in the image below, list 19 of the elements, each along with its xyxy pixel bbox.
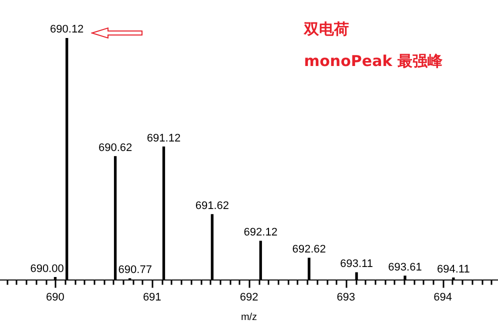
x-tick-label: 690 bbox=[46, 291, 64, 304]
annotation: 692.12 bbox=[244, 226, 278, 239]
annotation: 双电荷 bbox=[303, 20, 349, 38]
annotation: 690.77 bbox=[118, 264, 152, 276]
annotation: monoPeak 最强峰 bbox=[304, 52, 444, 70]
annotation: 690.12 bbox=[50, 24, 84, 36]
x-tick-label: 693 bbox=[336, 291, 356, 304]
x-tick-label: 691 bbox=[142, 291, 162, 304]
x-tick-label: 694 bbox=[434, 291, 452, 304]
annotation: 691.12 bbox=[146, 132, 181, 144]
annotation: 692.62 bbox=[292, 244, 326, 256]
annotation: 691.62 bbox=[195, 200, 230, 212]
annotation: 690.00 bbox=[30, 262, 64, 275]
x-tick-label: 692 bbox=[240, 291, 258, 304]
annotation: 693.11 bbox=[340, 258, 373, 270]
annotation: 694.11 bbox=[437, 263, 470, 276]
annotation: 690.62 bbox=[98, 142, 132, 154]
x-axis-title: m/z bbox=[240, 312, 258, 323]
annotation: 693.61 bbox=[388, 261, 422, 274]
